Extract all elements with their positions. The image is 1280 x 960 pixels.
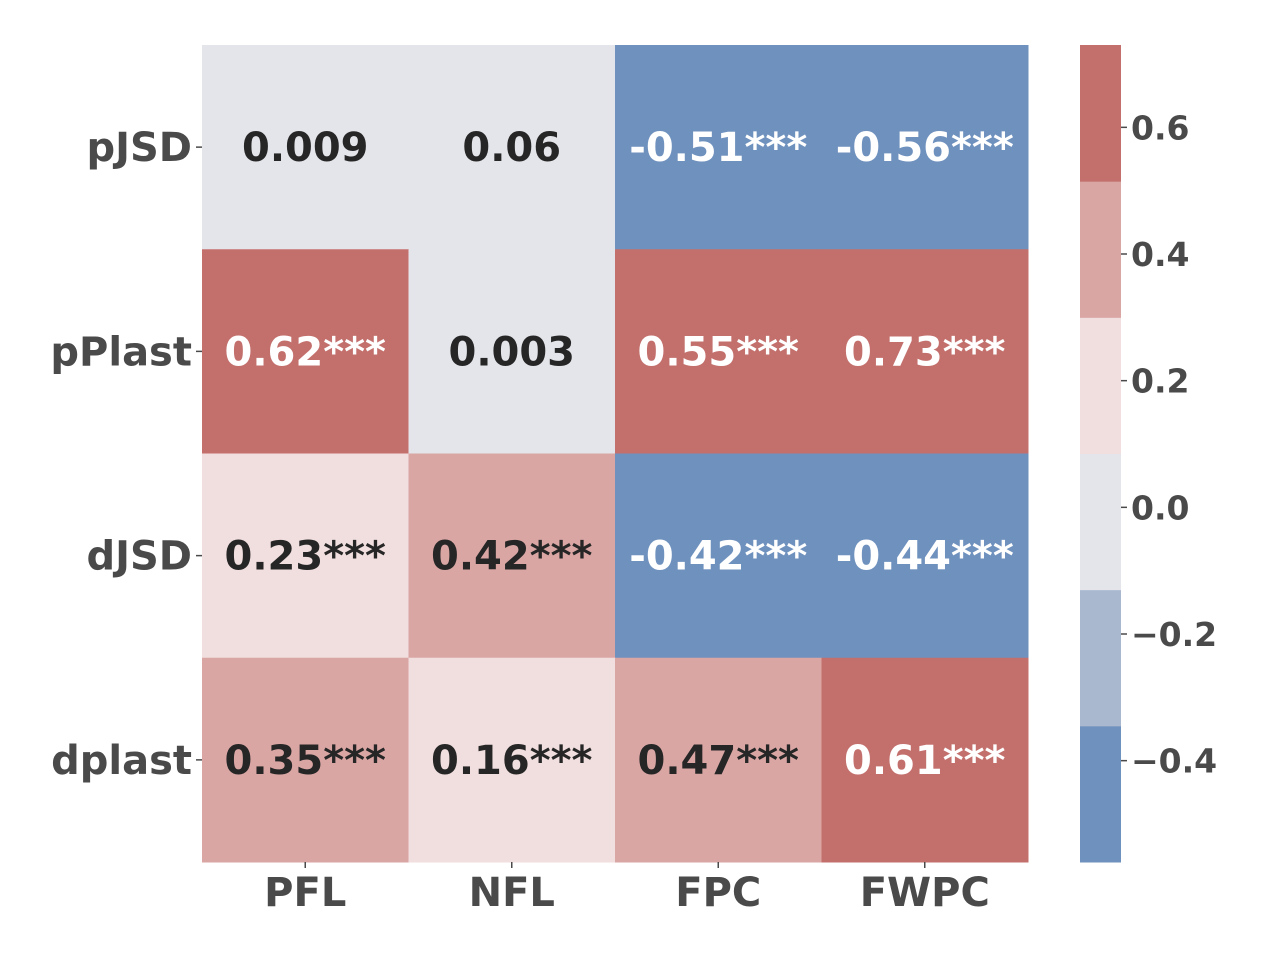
- heatmap-cell-pJSD-FWPC: [821, 45, 1029, 250]
- heatmap-cell-pPlast-FWPC: [821, 249, 1029, 454]
- cell-annotation: 0.16***: [431, 738, 593, 784]
- cell-annotation: -0.44***: [836, 534, 1014, 580]
- heatmap-cell-dJSD-NFL: [408, 453, 616, 659]
- heatmap-cell-pPlast-NFL: [408, 249, 616, 454]
- cell-annotation: -0.42***: [629, 534, 807, 580]
- colorbar-level-4: [1080, 181, 1121, 318]
- colorbar-tick-label: 0.6: [1131, 108, 1189, 147]
- colorbar-level-1: [1080, 589, 1121, 727]
- cell-annotation: 0.61***: [844, 738, 1006, 784]
- cell-annotation: 0.42***: [431, 534, 593, 580]
- heatmap-cell-dJSD-FPC: [615, 453, 822, 659]
- y-tick-label: dplast: [51, 738, 192, 784]
- cell-annotation: 0.55***: [638, 329, 800, 375]
- x-tick-label: PFL: [264, 870, 346, 916]
- heatmap-cell-dplast-NFL: [408, 657, 616, 863]
- x-tick-label: FWPC: [860, 870, 990, 916]
- y-tick-label: pPlast: [50, 329, 192, 375]
- colorbar-level-2: [1080, 453, 1121, 591]
- heatmap-cell-dplast-FWPC: [821, 657, 1029, 863]
- colorbar: 0.6 0.4 0.2 0.0 −0.2 −0.4: [1080, 45, 1217, 863]
- colorbar-tick-label: 0.4: [1131, 235, 1189, 274]
- cell-annotation: 0.62***: [225, 329, 387, 375]
- y-tick-label: pJSD: [86, 125, 192, 171]
- colorbar-tick-label: −0.2: [1131, 615, 1217, 654]
- cell-annotation: 0.23***: [225, 534, 387, 580]
- cell-annotation: 0.47***: [638, 738, 800, 784]
- x-axis-labels: PFL NFL FPC FWPC: [264, 862, 990, 916]
- cell-annotation: -0.56***: [836, 125, 1014, 171]
- heatmap-cell-dJSD-FWPC: [821, 453, 1029, 659]
- heatmap-cells: 0.009 0.06 -0.51*** -0.56*** 0.62*** 0.003 0.5…: [202, 45, 1029, 863]
- x-tick-label: FPC: [675, 870, 761, 916]
- colorbar-level-3: [1080, 317, 1121, 454]
- y-tick-label: dJSD: [86, 534, 192, 580]
- heatmap-cell-pPlast-PFL: [202, 249, 409, 454]
- colorbar-tick-label: 0.0: [1131, 488, 1189, 527]
- colorbar-tick-label: −0.4: [1131, 742, 1217, 781]
- colorbar-tick-label: 0.2: [1131, 362, 1189, 401]
- heatmap-cell-pJSD-PFL: [202, 45, 409, 250]
- cell-annotation: 0.35***: [225, 738, 387, 784]
- cell-annotation: 0.06: [462, 125, 561, 171]
- x-tick-label: NFL: [469, 870, 555, 916]
- heatmap-cell-pJSD-NFL: [408, 45, 616, 250]
- heatmap-cell-pPlast-FPC: [615, 249, 822, 454]
- cell-annotation: 0.003: [448, 329, 575, 375]
- heatmap-cell-pJSD-FPC: [615, 45, 822, 250]
- heatmap-cell-dplast-PFL: [202, 657, 409, 863]
- colorbar-level-0: [1080, 725, 1121, 863]
- heatmap-cell-dplast-FPC: [615, 657, 822, 863]
- y-axis-labels: pJSD pPlast dJSD dplast: [50, 125, 202, 784]
- cell-annotation: 0.73***: [844, 329, 1006, 375]
- cell-annotation: -0.51***: [629, 125, 807, 171]
- heatmap-cell-dJSD-PFL: [202, 453, 409, 659]
- colorbar-level-5: [1080, 45, 1121, 182]
- cell-annotation: 0.009: [242, 125, 369, 171]
